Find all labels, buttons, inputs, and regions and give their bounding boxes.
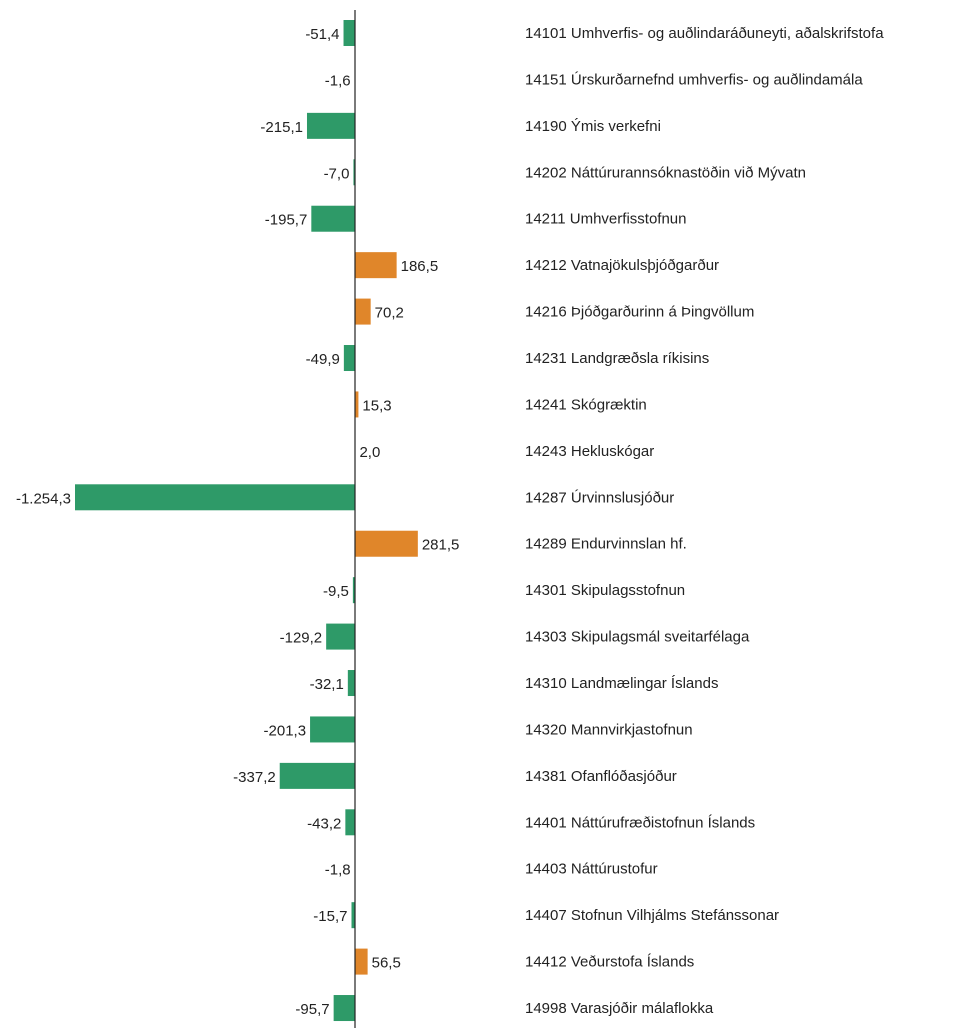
category-label: 14212 Vatnajökulsþjóðgarður: [525, 257, 719, 274]
value-label: -15,7: [313, 908, 347, 925]
value-label: -215,1: [260, 119, 303, 136]
value-label: 2,0: [359, 444, 380, 461]
category-label: 14243 Hekluskógar: [525, 443, 654, 460]
value-label: -7,0: [324, 165, 350, 182]
bar: [306, 112, 355, 139]
category-label: 14301 Skipulagsstofnun: [525, 582, 685, 599]
value-label: -1.254,3: [16, 490, 71, 507]
category-label: 14381 Ofanflóðasjóður: [525, 768, 677, 785]
bar: [75, 484, 355, 511]
value-label: -95,7: [295, 1001, 329, 1018]
bar: [351, 902, 355, 929]
value-label: 186,5: [401, 258, 439, 275]
value-label: -43,2: [307, 815, 341, 832]
bar: [345, 809, 355, 836]
category-label: 14310 Landmælingar Íslands: [525, 675, 718, 692]
category-label: 14998 Varasjóðir málaflokka: [525, 1000, 714, 1017]
category-label: 14241 Skógræktin: [525, 396, 647, 413]
bar: [333, 995, 355, 1022]
category-label: 14303 Skipulagsmál sveitarfélaga: [525, 629, 750, 646]
bar: [355, 391, 359, 418]
value-label: -1,8: [325, 862, 351, 879]
category-label: 14401 Náttúrufræðistofnun Íslands: [525, 814, 755, 831]
bar: [343, 345, 355, 372]
bar: [347, 670, 355, 697]
bar: [353, 159, 355, 186]
category-label: 14289 Endurvinnslan hf.: [525, 536, 687, 553]
value-label: -51,4: [305, 26, 339, 43]
bar: [310, 716, 355, 743]
value-label: 15,3: [362, 397, 391, 414]
value-label: -201,3: [264, 722, 307, 739]
bar: [343, 20, 355, 46]
bar: [355, 948, 368, 975]
category-label: 14202 Náttúrurannsóknastöðin við Mývatn: [525, 164, 806, 181]
bar: [326, 623, 355, 650]
value-label: -195,7: [265, 212, 308, 229]
category-label: 14320 Mannvirkjastofnun: [525, 721, 693, 738]
value-label: -337,2: [233, 769, 276, 786]
category-label: 14151 Úrskurðarnefnd umhverfis- og auðli…: [525, 71, 863, 88]
category-label: 14216 Þjóðgarðurinn á Þingvöllum: [525, 304, 754, 321]
bar: [355, 530, 418, 557]
category-label: 14407 Stofnun Vilhjálms Stefánssonar: [525, 907, 779, 924]
value-label: -129,2: [280, 630, 323, 647]
category-label: 14211 Umhverfisstofnun: [525, 211, 686, 228]
bar: [279, 762, 355, 789]
bar: [355, 298, 371, 325]
category-label: 14287 Úrvinnslusjóður: [525, 489, 674, 506]
value-label: -32,1: [310, 676, 344, 693]
category-label: 14403 Náttúrustofur: [525, 861, 658, 878]
category-label: 14101 Umhverfis- og auðlindaráðuneyti, a…: [525, 25, 884, 42]
category-label: 14231 Landgræðsla ríkisins: [525, 350, 709, 367]
value-label: 281,5: [422, 537, 460, 554]
value-label: -9,5: [323, 583, 349, 600]
category-label: 14412 Veðurstofa Íslands: [525, 954, 694, 971]
bar: [311, 205, 355, 232]
bar: [355, 252, 397, 279]
category-label: 14190 Ýmis verkefni: [525, 118, 661, 135]
value-label: -49,9: [306, 351, 340, 368]
value-label: -1,6: [325, 72, 351, 89]
bar: [352, 577, 355, 604]
value-label: 70,2: [375, 305, 404, 322]
value-label: 56,5: [372, 955, 401, 972]
